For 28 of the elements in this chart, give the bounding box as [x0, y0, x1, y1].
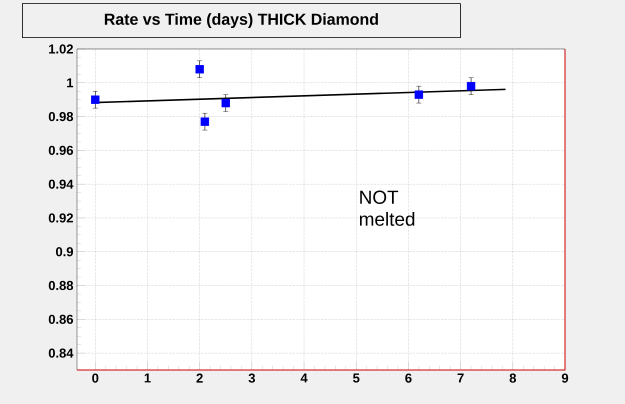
x-tick-label: 3: [248, 374, 255, 383]
y-tick-label: 0.9: [56, 247, 73, 256]
x-tick-label: 4: [300, 374, 308, 382]
y-tick-label: 0.88: [48, 280, 74, 290]
y-tick-label: 0.84: [48, 348, 74, 358]
x-tick-label: 7: [458, 374, 464, 382]
point: [414, 90, 424, 99]
y-tick-label: 0.86: [48, 314, 74, 324]
x-tick-label: 8: [510, 374, 516, 383]
chart-title: Rate vs Time (days) THICK Diamond: [104, 13, 378, 28]
point: [222, 98, 230, 108]
x-tick-label: 2: [196, 374, 203, 383]
y-tick-label: 0.92: [48, 213, 73, 223]
point: [91, 95, 100, 104]
x-tick-label: 5: [353, 374, 360, 383]
x-tick-label: 1: [144, 374, 151, 382]
y-tick-label: 1.02: [49, 44, 73, 54]
x-tick-label: 6: [405, 374, 412, 383]
y-tick-label: 0.96: [48, 146, 74, 155]
y-tick-label: 0.98: [48, 112, 74, 122]
point: [466, 82, 476, 90]
x-tick-label: 9: [562, 374, 568, 383]
point: [200, 117, 210, 126]
y-tick-label: 1: [67, 78, 74, 88]
y-tick-label: 0.94: [48, 180, 74, 189]
annotation: NOT melted: [360, 190, 414, 226]
x-tick-label: 0: [92, 374, 98, 383]
point: [195, 65, 204, 74]
